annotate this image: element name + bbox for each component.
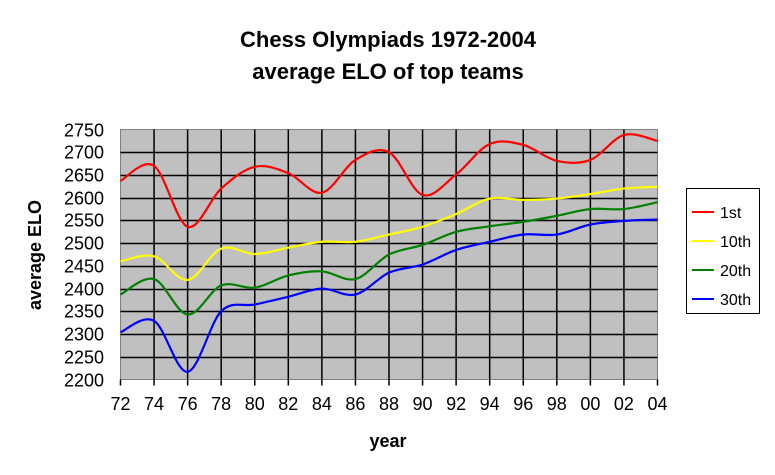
legend <box>686 188 760 314</box>
x-tick-label: 04 <box>647 394 667 414</box>
y-tick-label: 2300 <box>64 325 104 345</box>
x-tick-label: 90 <box>413 394 433 414</box>
x-tick-label: 82 <box>278 394 298 414</box>
x-tick-label: 78 <box>211 394 231 414</box>
y-tick-label: 2650 <box>64 166 104 186</box>
x-tick-label: 92 <box>446 394 466 414</box>
x-tick-label: 00 <box>580 394 600 414</box>
x-tick-label: 98 <box>547 394 567 414</box>
series-line-10th <box>120 185 658 282</box>
y-tick-label: 2200 <box>64 371 104 391</box>
y-tick-label: 2500 <box>64 234 104 254</box>
series-line-1st <box>119 133 658 228</box>
y-tick-label: 2350 <box>64 302 104 322</box>
x-tick-label: 84 <box>312 394 332 414</box>
y-tick-label: 2250 <box>64 348 104 368</box>
x-axis-label: year <box>369 431 406 451</box>
y-tick-label: 2550 <box>64 211 104 231</box>
x-tick-label: 80 <box>245 394 265 414</box>
x-tick-label: 88 <box>379 394 399 414</box>
y-tick-label: 2700 <box>64 143 104 163</box>
y-tick-label: 2600 <box>64 189 104 209</box>
x-tick-label: 94 <box>480 394 500 414</box>
series-line-30th <box>120 218 658 373</box>
x-tick-label: 74 <box>144 394 164 414</box>
series-line-20th <box>119 201 658 316</box>
x-tick-label: 96 <box>513 394 533 414</box>
x-tick-label: 76 <box>178 394 198 414</box>
x-tick-label: 86 <box>345 394 365 414</box>
x-tick-label: 72 <box>110 394 130 414</box>
legend-label: 10th <box>720 234 751 251</box>
y-tick-label: 2400 <box>64 280 104 300</box>
chart-title-line-1: Chess Olympiads 1972-2004 <box>240 27 537 52</box>
x-tick-label: 02 <box>614 394 634 414</box>
y-axis-label: average ELO <box>25 200 45 310</box>
legend-label: 30th <box>720 292 751 309</box>
legend-label: 1st <box>720 205 742 222</box>
y-tick-label: 2450 <box>64 257 104 277</box>
y-tick-label: 2750 <box>64 121 104 141</box>
legend-label: 20th <box>720 263 751 280</box>
chart-title-line-2: average ELO of top teams <box>252 59 523 84</box>
